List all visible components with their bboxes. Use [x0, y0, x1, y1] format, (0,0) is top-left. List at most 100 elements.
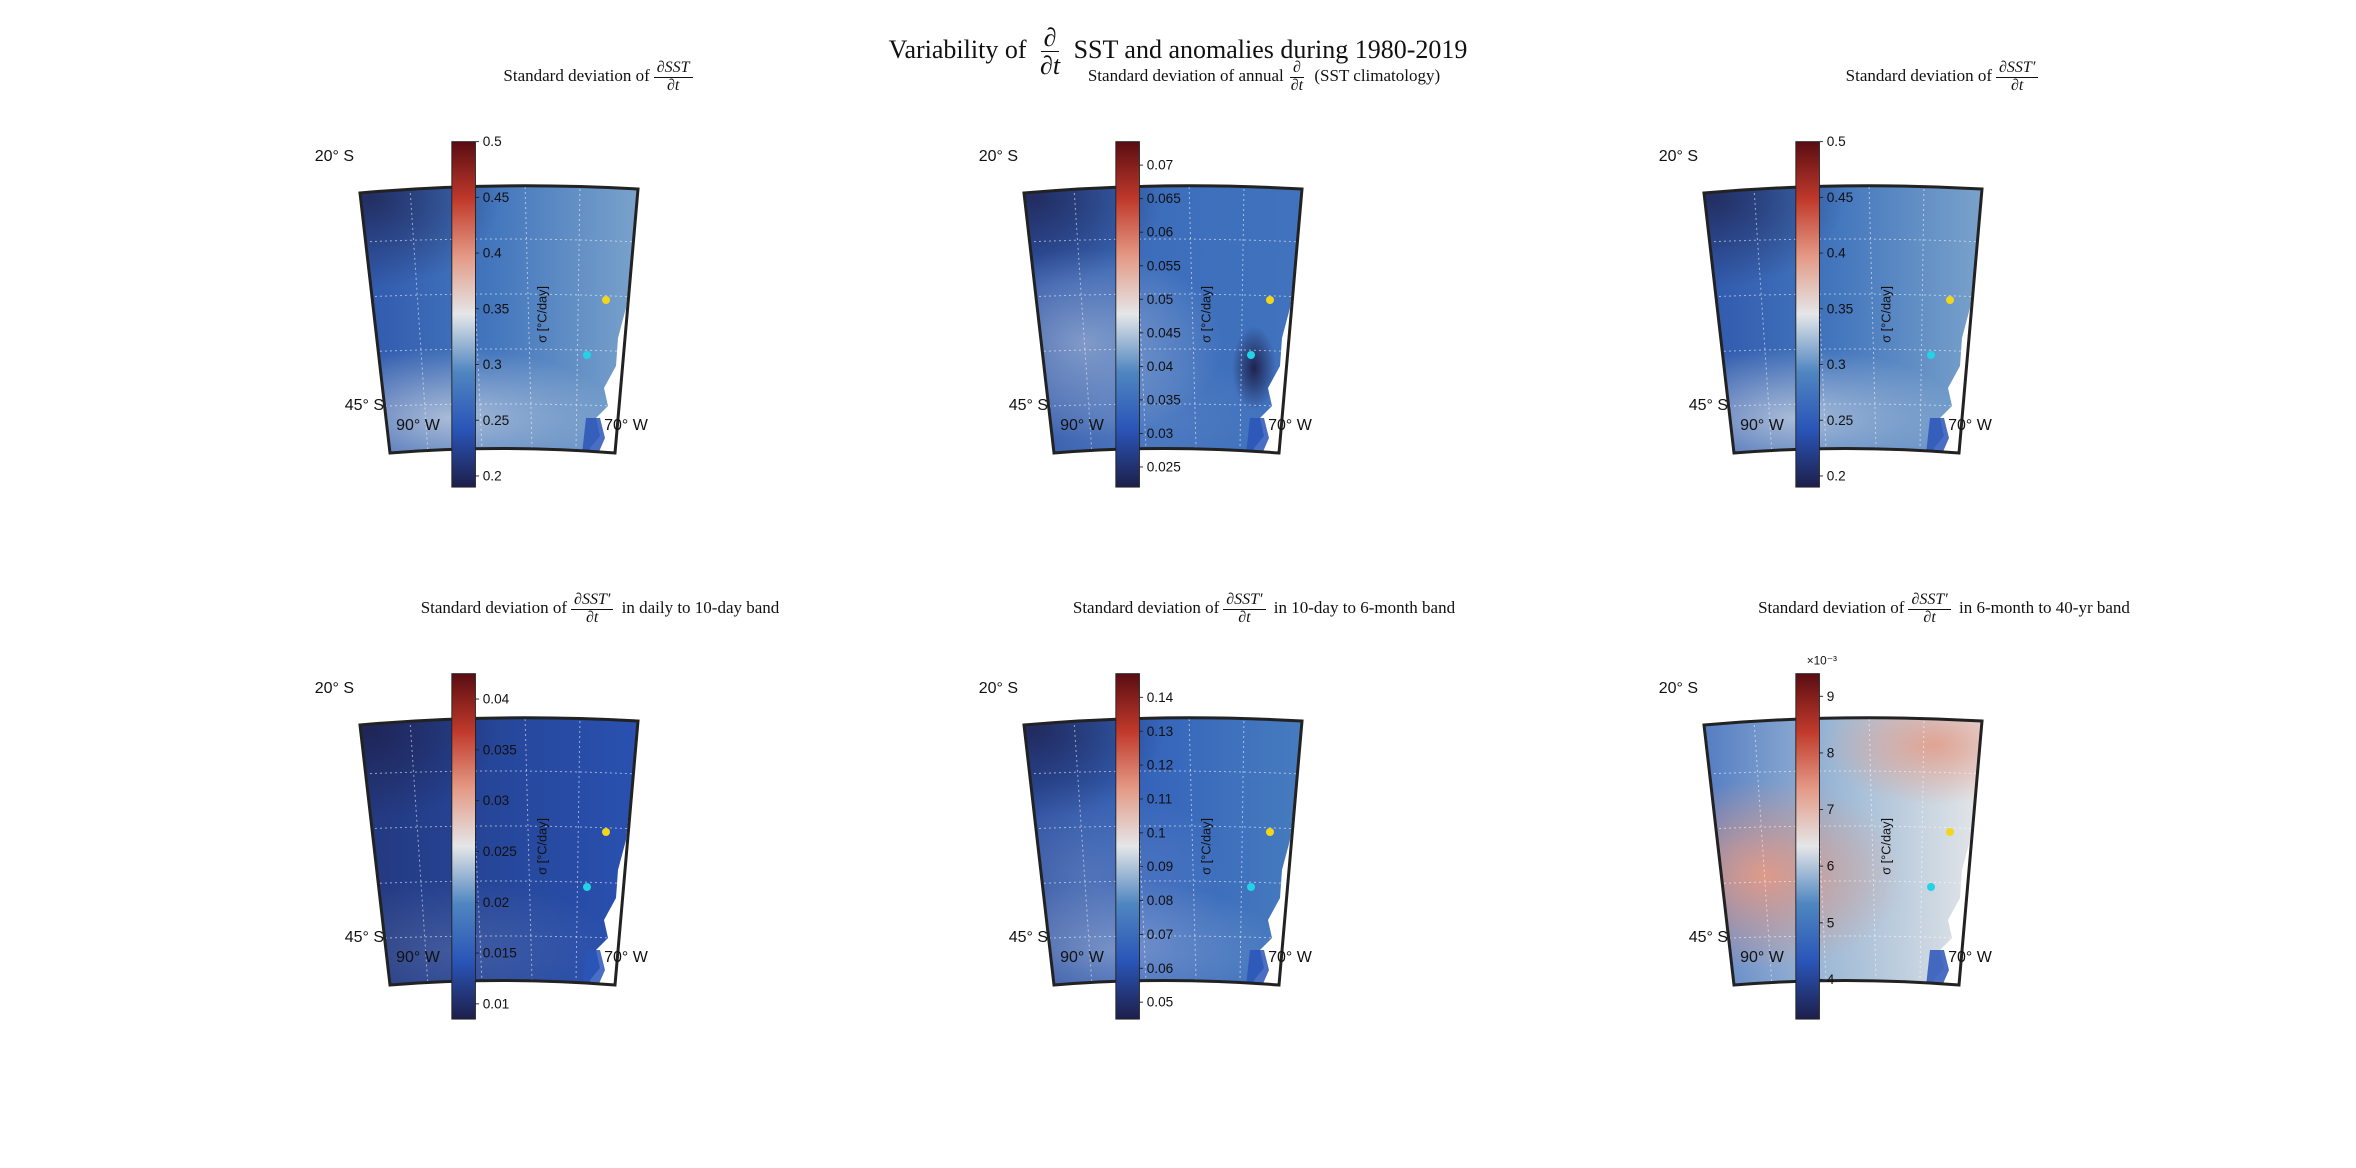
- map-tick-label: 70° W: [604, 949, 649, 966]
- panel-title-frac-num: ∂SST′: [1223, 591, 1266, 610]
- panel-title: Standard deviation of ∂SST′ ∂t in 10-day t…: [904, 591, 1624, 627]
- yellow-marker: [1946, 828, 1954, 836]
- panel-title: Standard deviation of ∂SST′ ∂t: [1584, 59, 2304, 95]
- colorbar-label: σ [°C/day]: [1198, 286, 1213, 343]
- map-tick-label: 20° S: [315, 148, 354, 165]
- field-north: [1824, 717, 1982, 805]
- coastal-pocket: [1246, 418, 1269, 454]
- map-tick-label: 45° S: [1689, 397, 1728, 414]
- map-tick-label: 20° S: [979, 680, 1018, 697]
- colorbar-tick-label: 0.02: [483, 895, 510, 910]
- figure-title-frac-num: ∂: [1040, 24, 1060, 53]
- colorbar-ramp: [451, 141, 476, 488]
- colorbar-tick-label: 0.065: [1147, 191, 1181, 206]
- colorbar-tick-label: 0.3: [1827, 357, 1846, 372]
- panel-title-frac-den: ∂t: [586, 608, 599, 626]
- coastal-pocket: [1926, 950, 1949, 986]
- colorbar-tick-label: 0.35: [1827, 301, 1854, 316]
- colorbar-tick-label: 0.25: [1827, 413, 1854, 428]
- panel-title-post: (SST climatology): [1310, 66, 1441, 86]
- colorbar-tick-label: 9: [1827, 689, 1835, 704]
- panel-title-fraction: ∂SST ∂t: [653, 59, 693, 95]
- cyan-marker: [1927, 351, 1935, 359]
- panel-title-post: in 10-day to 6-month band: [1269, 598, 1456, 618]
- map-tick-label: 20° S: [1659, 680, 1698, 697]
- panel-title-pre: Standard deviation of: [503, 66, 650, 86]
- map-panel: Standard deviation of ∂SST′ ∂t 20° S 45° S 90…: [1644, 59, 2356, 580]
- panel-title-post: in daily to 10-day band: [617, 598, 780, 618]
- graticule: [1024, 717, 1302, 986]
- coastal-pocket: [1246, 950, 1269, 986]
- colorbar-tick-label: 0.13: [1147, 724, 1174, 739]
- map-panel: Standard deviation of ∂SST′ ∂t in 10-day t…: [964, 591, 1684, 1112]
- colorbar-tick-label: 0.025: [1147, 460, 1181, 475]
- cyan-marker: [1247, 883, 1255, 891]
- colorbar-tick-label: 0.045: [1147, 325, 1181, 340]
- panel-title: Standard deviation of ∂SST′ ∂t in daily to…: [240, 591, 960, 627]
- map-tick-label: 70° W: [1948, 417, 1993, 434]
- yellow-marker: [602, 828, 610, 836]
- colorbar-tick-label: 0.12: [1147, 758, 1174, 773]
- map-tick-label: 90° W: [1740, 417, 1785, 434]
- sst-map: 20° S 45° S 90° W 70° W: [1659, 148, 1993, 455]
- colorbar: 4 5 6 7 8 9 ×10⁻³ σ [°C/day]: [1795, 654, 1893, 1020]
- colorbar-tick-label: 0.45: [1827, 190, 1854, 205]
- colorbar-tick-label: 7: [1827, 802, 1835, 817]
- colorbar-ramp: [1115, 673, 1140, 1020]
- map-tick-label: 20° S: [979, 148, 1018, 165]
- colorbar-tick-label: 0.45: [483, 190, 510, 205]
- field-northwest: [1024, 185, 1164, 288]
- colorbar-tick-label: 0.25: [483, 413, 510, 428]
- panel-title: Standard deviation of ∂SST′ ∂t in 6-month …: [1584, 591, 2304, 627]
- colorbar-label: σ [°C/day]: [1878, 286, 1893, 343]
- colorbar: 0.2 0.25 0.3 0.35 0.4 0.45 0.5 σ [°C/day]: [451, 134, 549, 488]
- yellow-marker: [1266, 828, 1274, 836]
- colorbar-tick-label: 0.06: [1147, 225, 1174, 240]
- colorbar-tick-label: 0.2: [1827, 468, 1846, 483]
- panel-title-pre: Standard deviation of annual: [1087, 66, 1284, 86]
- colorbar-tick-label: 0.035: [1147, 392, 1181, 407]
- panel-title-frac-den: ∂t: [666, 76, 680, 94]
- sst-map: 20° S 45° S 90° W 70° W: [979, 680, 1313, 987]
- colorbar-tick-label: 0.015: [483, 946, 517, 961]
- panel-title-frac-num: ∂: [1289, 59, 1304, 78]
- map-tick-label: 70° W: [1268, 417, 1313, 434]
- colorbar-tick-label: 0.09: [1147, 859, 1174, 874]
- colorbar-tick-label: 0.3: [483, 357, 502, 372]
- colorbar-tick-label: 0.06: [1147, 961, 1174, 976]
- colorbar-tick-label: 0.035: [483, 742, 517, 757]
- panel-title-frac-num: ∂SST′: [1996, 59, 2039, 78]
- colorbar-tick-label: 0.07: [1147, 927, 1174, 942]
- colorbar: 0.01 0.015 0.02 0.025 0.03 0.035 0.04 σ [°C/day…: [451, 673, 549, 1020]
- panel-title-pre: Standard deviation of: [1072, 598, 1220, 618]
- panel-title-fraction: ∂SST′ ∂t: [1223, 591, 1266, 627]
- field-northwest: [1704, 185, 1844, 288]
- map-tick-label: 45° S: [345, 929, 384, 946]
- panel-title-pre: Standard deviation of: [1845, 66, 1993, 86]
- colorbar-label: σ [°C/day]: [534, 286, 549, 343]
- figure-title: Variability of ∂ ∂t SST and anomalies du…: [0, 24, 2356, 80]
- colorbar-tick-label: 0.2: [483, 468, 502, 483]
- map-tick-label: 45° S: [1009, 397, 1048, 414]
- colorbar-tick-label: 0.04: [1147, 359, 1174, 374]
- panel-title-post: in 6-month to 40-yr band: [1954, 598, 2130, 618]
- field-northwest: [360, 185, 500, 288]
- panel-title: Standard deviation of ∂SST ∂t: [240, 59, 960, 95]
- map-tick-label: 20° S: [315, 680, 354, 697]
- colorbar-tick-label: 0.1: [1147, 825, 1166, 840]
- coastal-pocket: [582, 418, 605, 454]
- map-tick-label: 70° W: [1948, 949, 1993, 966]
- colorbar-tick-label: 0.055: [1147, 258, 1181, 273]
- map-tick-label: 70° W: [1268, 949, 1313, 966]
- field-coast-dark: [1232, 326, 1276, 410]
- yellow-marker: [602, 296, 610, 304]
- cyan-marker: [583, 883, 591, 891]
- colorbar-ramp: [1795, 141, 1820, 488]
- map-panel: Standard deviation of ∂SST′ ∂t in 6-month …: [1644, 591, 2356, 1112]
- panel-title-pre: Standard deviation of: [1758, 598, 1905, 618]
- colorbar-tick-label: 0.35: [483, 301, 510, 316]
- panel-title-frac-den: ∂t: [1238, 608, 1251, 626]
- colorbar-tick-label: 0.14: [1147, 690, 1174, 705]
- cyan-marker: [583, 351, 591, 359]
- colorbar-tick-label: 0.01: [483, 996, 510, 1011]
